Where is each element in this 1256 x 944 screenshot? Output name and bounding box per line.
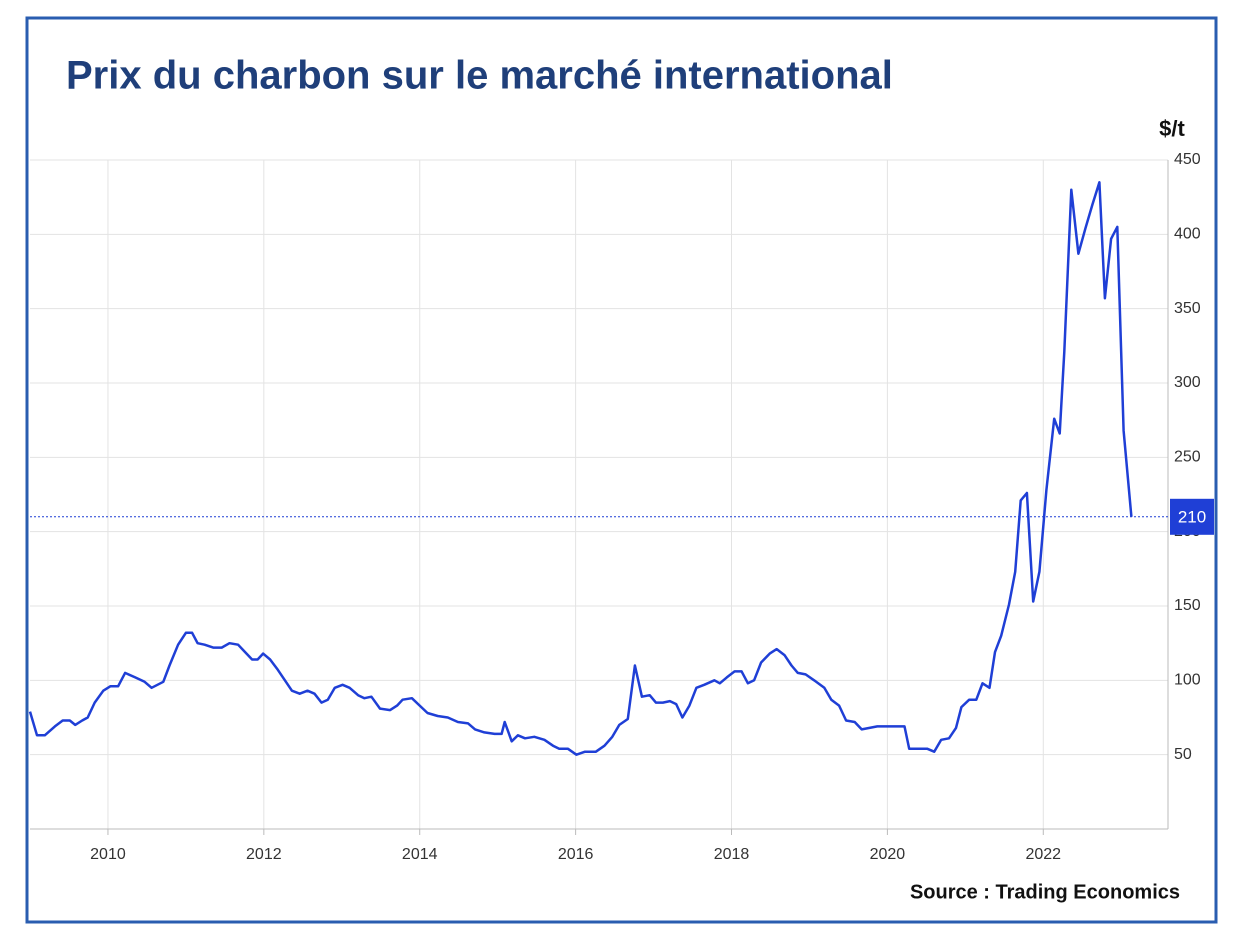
- x-tick-label: 2018: [714, 846, 750, 863]
- y-tick-label: 50: [1174, 746, 1192, 763]
- source: Source : Trading Economics: [910, 881, 1180, 903]
- price-marker-box: [1170, 498, 1214, 535]
- y-tick-label: 300: [1174, 374, 1201, 391]
- x-tick-label: 2022: [1025, 846, 1061, 863]
- y-tick-label: 100: [1174, 672, 1201, 689]
- y-tick-label: 150: [1174, 597, 1201, 614]
- y-tick-label: 350: [1174, 300, 1201, 317]
- x-tick-label: 2016: [558, 846, 594, 863]
- y-tick-label: 400: [1174, 226, 1201, 243]
- chart-title: Prix du charbon sur le marché internatio…: [66, 54, 893, 98]
- y-tick-label: 450: [1174, 151, 1201, 168]
- plot: 5010015020025030035040045020102012201420…: [28, 151, 1214, 863]
- x-tick-label: 2010: [90, 846, 126, 863]
- frame: [25, 16, 1218, 924]
- y-tick-label: 250: [1174, 449, 1201, 466]
- y-axis-label: $/t: [1159, 116, 1185, 141]
- x-tick-label: 2014: [402, 846, 438, 863]
- x-tick-label: 2012: [246, 846, 282, 863]
- x-tick-label: 2020: [870, 846, 906, 863]
- price-line: [28, 181, 1133, 756]
- price-marker-label: 210: [1178, 507, 1206, 526]
